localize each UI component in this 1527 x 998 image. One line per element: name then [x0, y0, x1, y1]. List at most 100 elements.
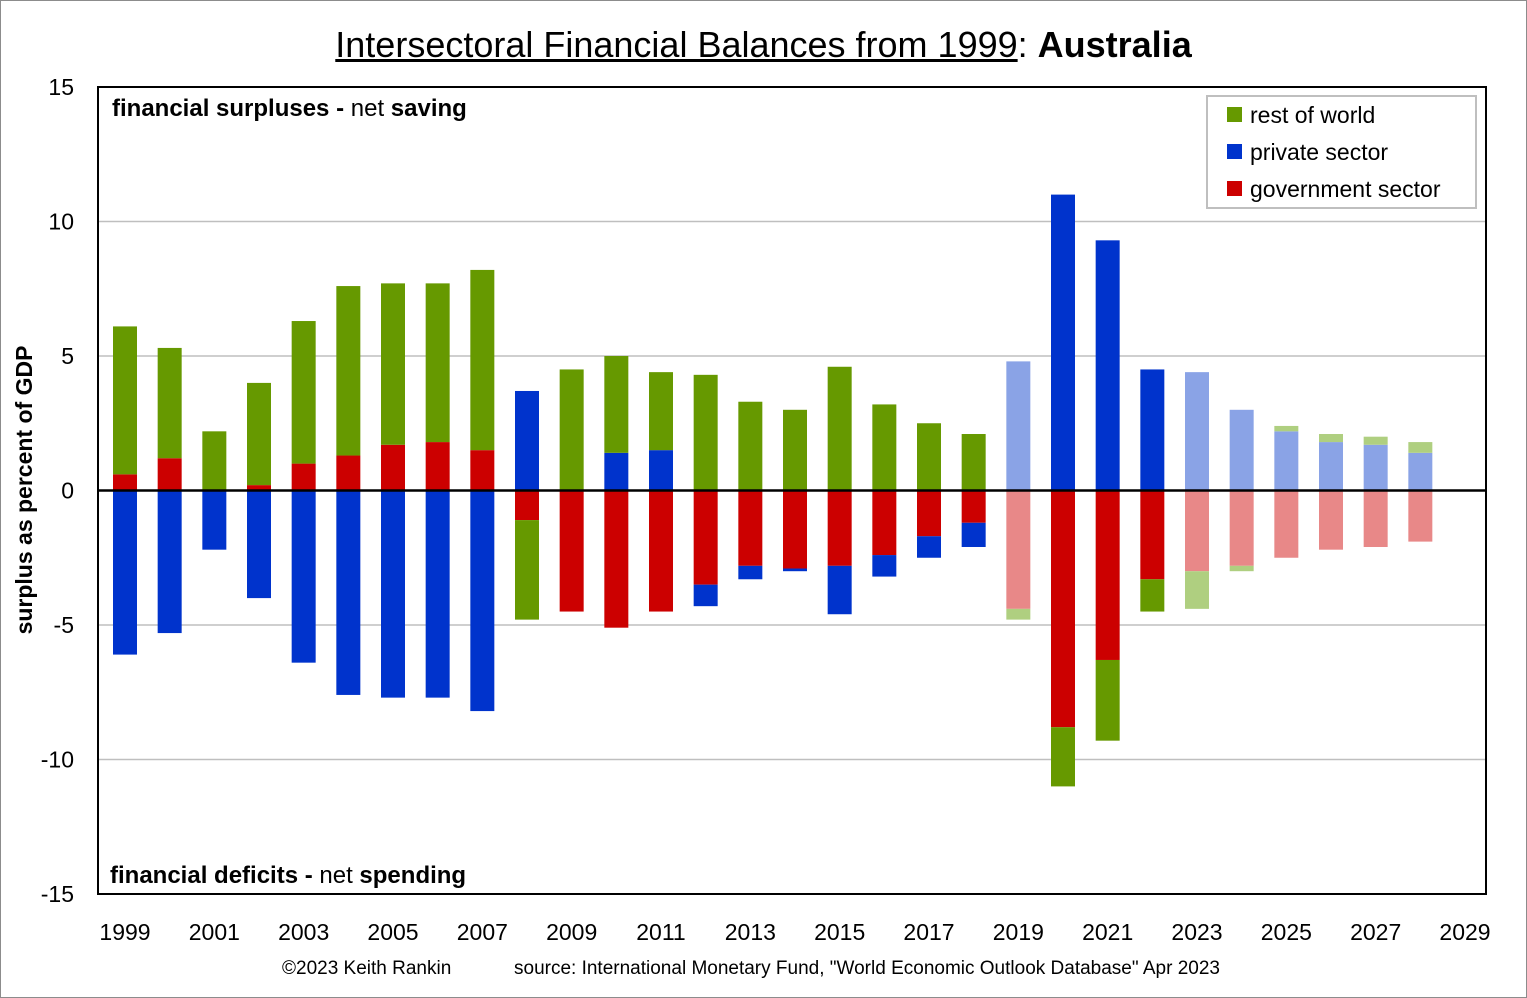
x-tick-label: 2023	[1171, 919, 1222, 945]
bar-government-sector-2008	[515, 490, 539, 521]
x-tick-label: 2019	[993, 919, 1044, 945]
bar-rest-of-world-2013	[738, 401, 763, 491]
bar-rest-of-world-2004	[336, 286, 361, 456]
bar-rest-of-world-2027	[1363, 436, 1388, 445]
bar-rest-of-world-2012	[693, 374, 718, 491]
surplus-annotation: financial surpluses - net saving	[112, 95, 467, 122]
bar-government-sector-2023	[1185, 490, 1209, 572]
bar-private-sector-2026	[1319, 442, 1343, 491]
bar-private-sector-2025	[1274, 431, 1299, 491]
bar-government-sector-2025	[1274, 490, 1299, 558]
title-country: Australia	[1037, 24, 1192, 65]
y-tick-label: 5	[61, 343, 74, 369]
bar-private-sector-2005	[381, 490, 405, 698]
bar-private-sector-2021	[1095, 240, 1120, 491]
bar-private-sector-2008	[515, 390, 539, 491]
bar-rest-of-world-2011	[649, 372, 673, 451]
bar-rest-of-world-2008	[515, 520, 539, 620]
bar-rest-of-world-2018	[961, 434, 986, 491]
bar-private-sector-2013	[738, 565, 763, 580]
legend-label-rest-of-world: rest of world	[1250, 102, 1375, 128]
copyright-credit: ©2023 Keith Rankin	[282, 958, 452, 979]
bar-government-sector-2011	[649, 490, 673, 612]
bar-private-sector-2018	[961, 522, 986, 547]
bar-rest-of-world-2019	[1006, 608, 1031, 620]
bar-government-sector-2006	[425, 442, 450, 491]
legend-label-private-sector: private sector	[1250, 139, 1388, 165]
bar-private-sector-2024	[1229, 409, 1254, 491]
bar-private-sector-2004	[336, 490, 361, 695]
x-tick-label: 2005	[367, 919, 418, 945]
bar-government-sector-2015	[827, 490, 852, 566]
bar-government-sector-2022	[1140, 490, 1165, 580]
data-source: source: International Monetary Fund, "Wo…	[514, 958, 1220, 979]
bar-private-sector-2007	[470, 490, 495, 712]
bar-private-sector-1999	[113, 490, 137, 655]
bar-government-sector-2018	[961, 490, 986, 523]
bar-private-sector-2001	[202, 490, 227, 550]
y-tick-label: 15	[48, 74, 74, 100]
legend-swatch-private-sector	[1227, 144, 1242, 159]
bar-rest-of-world-2023	[1185, 571, 1209, 609]
bar-private-sector-2023	[1185, 372, 1209, 491]
bar-government-sector-2016	[872, 490, 897, 556]
bar-rest-of-world-2015	[827, 366, 852, 491]
y-tick-label: -10	[41, 747, 74, 773]
chart-title: Intersectoral Financial Balances from 19…	[0, 22, 1527, 68]
bar-government-sector-2007	[470, 450, 495, 491]
bar-government-sector-2004	[336, 455, 361, 491]
bar-government-sector-2027	[1363, 490, 1388, 547]
bar-rest-of-world-2016	[872, 404, 897, 491]
bar-rest-of-world-2017	[917, 423, 941, 491]
x-tick-label: 1999	[99, 919, 150, 945]
bar-government-sector-2020	[1051, 490, 1075, 728]
x-tick-label: 2027	[1350, 919, 1401, 945]
legend-label-government-sector: government sector	[1250, 176, 1441, 202]
bar-rest-of-world-2028	[1408, 442, 1433, 453]
axes: 15 10 5 0 -5 -10 -15 1999 2001 2003 2005 2007 2009 20…	[41, 74, 1491, 945]
bar-private-sector-2022	[1140, 369, 1165, 491]
x-tick-label: 2007	[457, 919, 508, 945]
bar-rest-of-world-2001	[202, 431, 227, 491]
bar-rest-of-world-2024	[1229, 565, 1254, 572]
bar-rest-of-world-1999	[113, 326, 137, 475]
bar-private-sector-2019	[1006, 361, 1031, 491]
x-tick-label: 2001	[189, 919, 240, 945]
legend-box	[1206, 95, 1477, 209]
x-tick-label: 2011	[636, 919, 685, 945]
title-main: Intersectoral Financial Balances from 19…	[335, 24, 1018, 65]
bar-rest-of-world-2026	[1319, 434, 1343, 443]
bar-rest-of-world-2010	[604, 356, 629, 453]
x-tick-label: 2025	[1261, 919, 1312, 945]
x-tick-label: 2009	[546, 919, 597, 945]
x-tick-label: 2003	[278, 919, 329, 945]
bar-private-sector-2015	[827, 565, 852, 615]
bar-government-sector-2003	[291, 463, 316, 491]
y-axis-label: surplus as percent of GDP	[11, 346, 37, 635]
bar-private-sector-2002	[247, 490, 271, 599]
bar-private-sector-2028	[1408, 452, 1433, 491]
bar-government-sector-2002	[247, 485, 271, 491]
bar-rest-of-world-2003	[291, 321, 316, 464]
bar-rest-of-world-2005	[381, 283, 405, 445]
x-tick-label: 2013	[725, 919, 776, 945]
bar-private-sector-2027	[1363, 444, 1388, 491]
bar-rest-of-world-2020	[1051, 727, 1075, 787]
bar-private-sector-2014	[783, 568, 807, 572]
bar-government-sector-2000	[157, 458, 182, 491]
y-tick-label: 0	[61, 478, 74, 504]
bar-rest-of-world-2022	[1140, 579, 1165, 612]
bar-government-sector-2009	[559, 490, 584, 612]
x-tick-label: 2029	[1439, 919, 1490, 945]
bar-private-sector-2000	[157, 490, 182, 634]
bar-private-sector-2003	[291, 490, 316, 663]
bar-private-sector-2010	[604, 452, 629, 491]
bar-rest-of-world-2014	[783, 409, 807, 491]
bar-government-sector-2026	[1319, 490, 1343, 550]
bar-government-sector-2019	[1006, 490, 1031, 609]
bar-private-sector-2016	[872, 555, 897, 577]
x-tick-label: 2017	[903, 919, 954, 945]
title-separator: :	[1017, 24, 1038, 65]
bar-government-sector-2013	[738, 490, 763, 566]
